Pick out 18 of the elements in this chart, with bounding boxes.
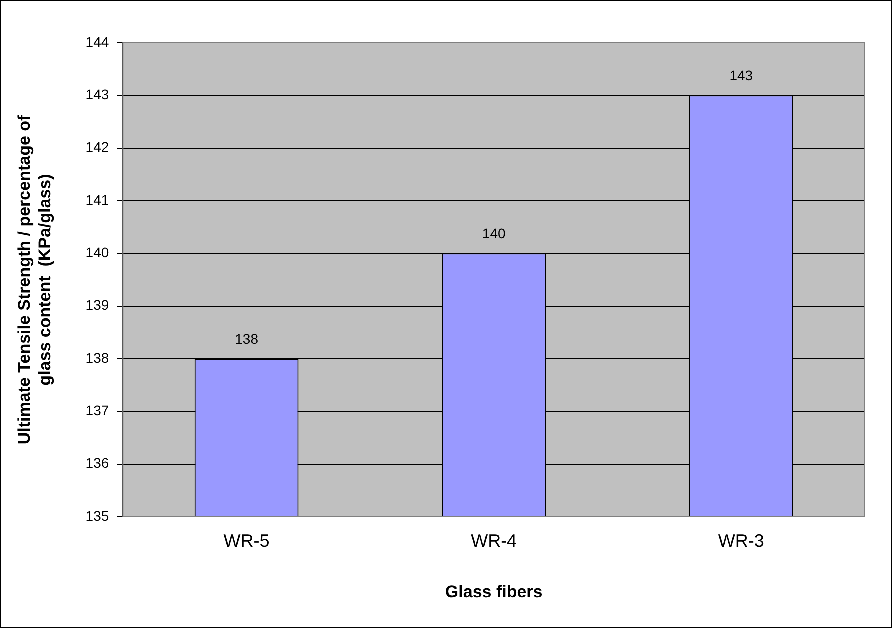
x-tick-label: WR-5 xyxy=(224,530,270,551)
y-tick-label: 137 xyxy=(86,402,110,419)
y-tick-label: 144 xyxy=(86,34,110,50)
y-tick-label: 139 xyxy=(86,297,110,314)
y-axis-title: Ultimate Tensile Strength / percentage of glass content (KPa/glass) xyxy=(14,114,54,445)
y-tick-label: 136 xyxy=(86,455,110,472)
x-axis-title: Glass fibers xyxy=(445,582,543,602)
data-label: 138 xyxy=(235,330,259,347)
y-tick-label: 143 xyxy=(86,86,110,103)
y-tick-label: 140 xyxy=(86,244,110,261)
x-tick-label: WR-4 xyxy=(471,530,518,551)
y-tick-label: 135 xyxy=(86,508,110,524)
x-tick-label: WR-3 xyxy=(718,530,764,551)
data-label: 140 xyxy=(482,226,506,242)
y-tick-label: 141 xyxy=(86,192,110,208)
y-tick-label: 142 xyxy=(86,139,110,156)
data-label: 143 xyxy=(730,68,754,84)
y-tick-label: 138 xyxy=(86,350,110,366)
